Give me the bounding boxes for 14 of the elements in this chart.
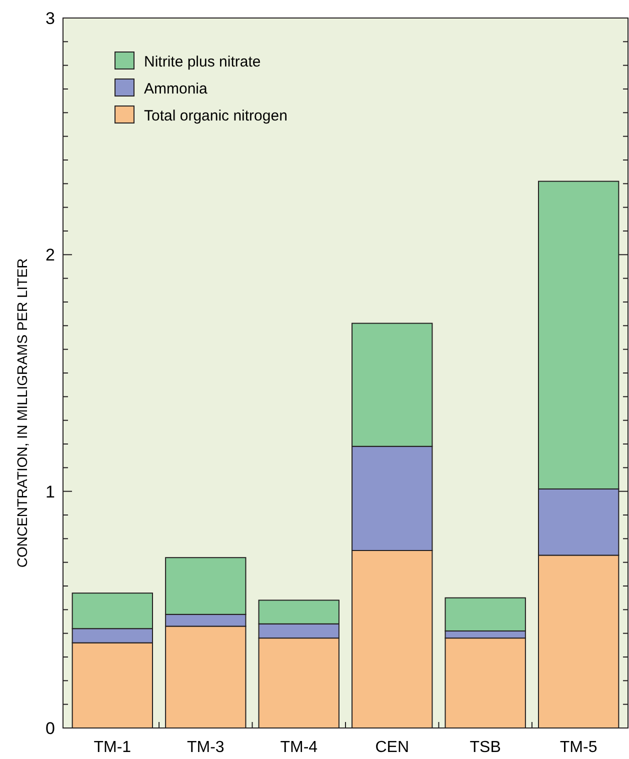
y-tick-label: 3	[46, 8, 55, 28]
x-tick-label: TM-4	[280, 739, 318, 756]
legend-label: Ammonia	[144, 80, 208, 98]
y-tick-label: 2	[46, 246, 55, 265]
x-tick-label: TSB	[470, 739, 501, 756]
y-axis-title: CONCENTRATION, IN MILLIGRAMS PER LITER	[14, 258, 30, 568]
x-tick-label: TM-3	[186, 739, 224, 756]
x-tick-label: TM-1	[94, 739, 132, 756]
x-tick-label: TM-5	[560, 739, 598, 756]
y-tick-label: 0	[46, 718, 55, 738]
y-tick-label: 1	[46, 482, 55, 502]
legend-label: Total organic nitrogen	[144, 107, 288, 124]
x-tick-label: CEN	[375, 739, 410, 756]
legend-label: Nitrite plus nitrate	[144, 53, 261, 70]
